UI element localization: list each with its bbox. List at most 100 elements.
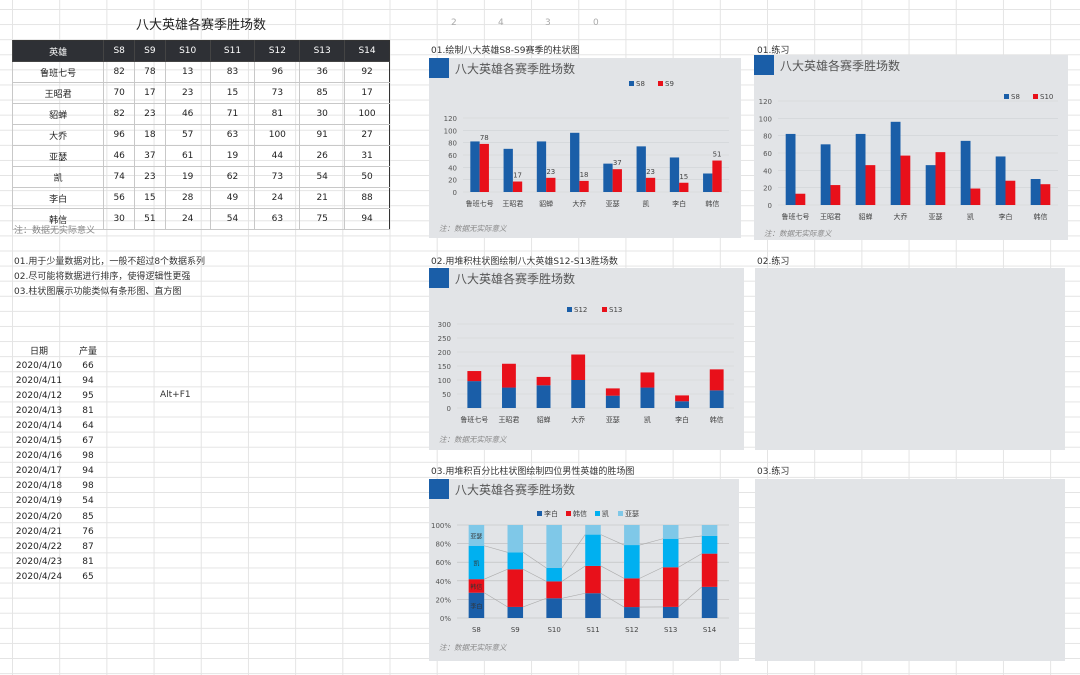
output-cell[interactable]: 98 [82, 451, 94, 462]
col-header[interactable]: 英雄 [11, 40, 104, 62]
value-cell[interactable]: 37 [134, 145, 166, 167]
output-cell[interactable]: 64 [82, 421, 94, 432]
value-cell[interactable]: 94 [344, 208, 390, 230]
hero-name-cell[interactable]: 亚瑟 [11, 145, 104, 167]
date-cell[interactable]: 2020/4/24 [15, 571, 63, 582]
value-cell[interactable]: 28 [164, 187, 211, 209]
date-cell[interactable]: 2020/4/21 [15, 526, 63, 537]
hero-name-cell[interactable]: 凯 [11, 166, 104, 188]
date-cell[interactable]: 2020/4/14 [15, 421, 63, 432]
value-cell[interactable]: 15 [134, 187, 166, 209]
value-cell[interactable]: 85 [299, 82, 345, 104]
output-cell[interactable]: 94 [82, 375, 94, 386]
value-cell[interactable]: 61 [164, 145, 211, 167]
value-cell[interactable]: 44 [254, 145, 300, 167]
hero-name-cell[interactable]: 鲁班七号 [11, 61, 104, 83]
value-cell[interactable]: 96 [254, 61, 300, 83]
value-cell[interactable]: 88 [344, 187, 390, 209]
value-cell[interactable]: 63 [209, 124, 255, 146]
value-cell[interactable]: 51 [134, 208, 166, 230]
value-cell[interactable]: 23 [134, 166, 166, 188]
output-cell[interactable]: 66 [82, 360, 94, 371]
value-cell[interactable]: 70 [103, 82, 135, 104]
output-cell[interactable]: 65 [82, 571, 94, 582]
date-cell[interactable]: 2020/4/15 [15, 436, 63, 447]
value-cell[interactable]: 46 [103, 145, 135, 167]
value-cell[interactable]: 82 [103, 61, 135, 83]
date-cell[interactable]: 2020/4/10 [15, 360, 63, 371]
output-cell[interactable]: 81 [82, 405, 94, 416]
output-cell[interactable]: 98 [82, 481, 94, 492]
value-cell[interactable]: 17 [134, 82, 166, 104]
value-cell[interactable]: 36 [299, 61, 345, 83]
value-cell[interactable]: 82 [103, 103, 135, 125]
value-cell[interactable]: 21 [299, 187, 345, 209]
value-cell[interactable]: 73 [254, 82, 300, 104]
value-cell[interactable]: 30 [103, 208, 135, 230]
value-cell[interactable]: 26 [299, 145, 345, 167]
hero-name-cell[interactable]: 貂蝉 [11, 103, 104, 125]
date-cell[interactable]: 2020/4/17 [15, 466, 63, 477]
output-cell[interactable]: 85 [82, 511, 94, 522]
date-cell[interactable]: 2020/4/11 [15, 375, 63, 386]
output-cell[interactable]: 54 [82, 496, 94, 507]
col-header[interactable]: S11 [209, 40, 255, 62]
output-cell[interactable]: 81 [82, 556, 94, 567]
date-cell[interactable]: 2020/4/18 [15, 481, 63, 492]
col-header[interactable]: S9 [134, 40, 166, 62]
date-cell[interactable]: 2020/4/16 [15, 451, 63, 462]
hero-name-cell[interactable]: 韩信 [11, 208, 104, 230]
col-header[interactable]: S8 [103, 40, 135, 62]
value-cell[interactable]: 23 [164, 82, 211, 104]
date-cell[interactable]: 2020/4/12 [15, 390, 63, 401]
value-cell[interactable]: 83 [209, 61, 255, 83]
value-cell[interactable]: 30 [299, 103, 345, 125]
practice-area-2[interactable] [755, 268, 1065, 450]
date-cell[interactable]: 2020/4/13 [15, 405, 63, 416]
value-cell[interactable]: 13 [164, 61, 211, 83]
value-cell[interactable]: 63 [254, 208, 300, 230]
shortcut-cell[interactable]: Alt+F1 [160, 390, 191, 400]
value-cell[interactable]: 74 [103, 166, 135, 188]
output-cell[interactable]: 67 [82, 436, 94, 447]
hero-name-cell[interactable]: 李白 [11, 187, 104, 209]
chart-panel-s8-s9[interactable]: 八大英雄各赛季胜场数 0 20 40 60 80 100 120 S8 S9 鲁班七号 78 王昭君 1… [429, 58, 741, 238]
value-cell[interactable]: 17 [344, 82, 390, 104]
value-cell[interactable]: 23 [134, 103, 166, 125]
value-cell[interactable]: 54 [209, 208, 255, 230]
value-cell[interactable]: 49 [209, 187, 255, 209]
value-cell[interactable]: 24 [164, 208, 211, 230]
value-cell[interactable]: 92 [344, 61, 390, 83]
value-cell[interactable]: 50 [344, 166, 390, 188]
value-cell[interactable]: 75 [299, 208, 345, 230]
value-cell[interactable]: 100 [254, 124, 300, 146]
output-cell[interactable]: 94 [82, 466, 94, 477]
chart-panel-stacked[interactable]: 八大英雄各赛季胜场数 0 50 100 150 200 250 300 S12 S13 鲁班七号 王… [429, 268, 744, 450]
chart-panel-percent-stacked[interactable]: 八大英雄各赛季胜场数 0% 20% 40% 60% 80% 100% 李白 韩信凯亚瑟 S8 S9… [429, 479, 739, 661]
value-cell[interactable]: 18 [134, 124, 166, 146]
value-cell[interactable]: 27 [344, 124, 390, 146]
col-header[interactable]: S10 [164, 40, 211, 62]
value-cell[interactable]: 91 [299, 124, 345, 146]
col-header-date[interactable]: 日期 [29, 347, 48, 358]
chart-panel-practice-1[interactable]: 八大英雄各赛季胜场数 0 20 40 60 80 100 120 S8 S10 鲁班七号 王昭君 貂蝉… [754, 55, 1068, 240]
value-cell[interactable]: 62 [209, 166, 255, 188]
value-cell[interactable]: 78 [134, 61, 166, 83]
value-cell[interactable]: 15 [209, 82, 255, 104]
value-cell[interactable]: 31 [344, 145, 390, 167]
value-cell[interactable]: 81 [254, 103, 300, 125]
date-cell[interactable]: 2020/4/22 [15, 541, 63, 552]
value-cell[interactable]: 24 [254, 187, 300, 209]
col-header[interactable]: S14 [344, 40, 390, 62]
col-header[interactable]: S13 [299, 40, 345, 62]
date-cell[interactable]: 2020/4/23 [15, 556, 63, 567]
value-cell[interactable]: 100 [344, 103, 390, 125]
date-cell[interactable]: 2020/4/20 [15, 511, 63, 522]
date-cell[interactable]: 2020/4/19 [15, 496, 63, 507]
value-cell[interactable]: 57 [164, 124, 211, 146]
value-cell[interactable]: 73 [254, 166, 300, 188]
col-header[interactable]: S12 [254, 40, 300, 62]
hero-name-cell[interactable]: 大乔 [11, 124, 104, 146]
value-cell[interactable]: 46 [164, 103, 211, 125]
value-cell[interactable]: 56 [103, 187, 135, 209]
